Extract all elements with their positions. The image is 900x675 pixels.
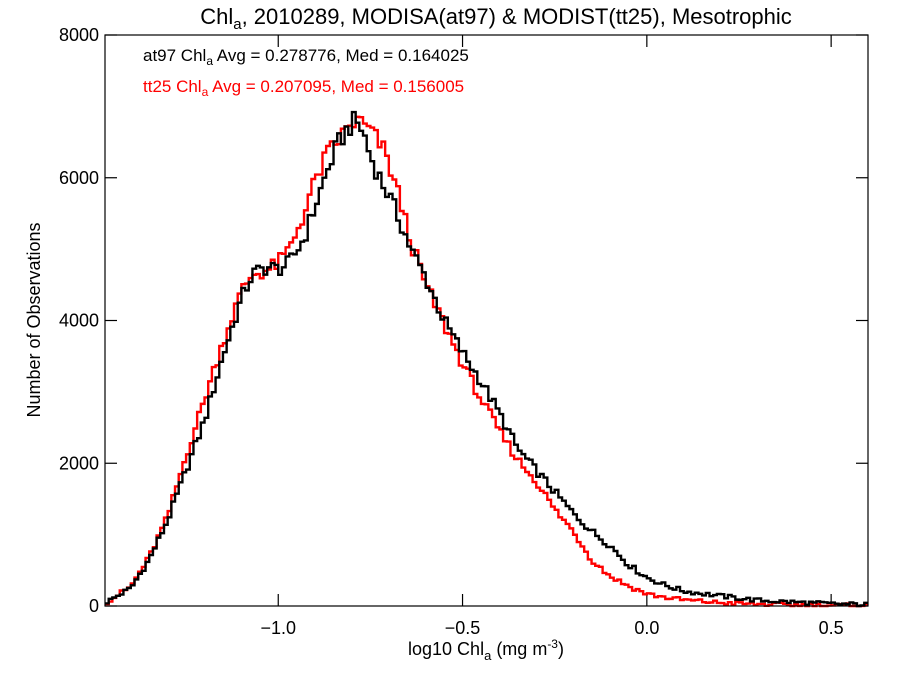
y-tick-label: 8000	[59, 25, 99, 45]
annotation-at97: at97 Chla Avg = 0.278776, Med = 0.164025	[143, 46, 469, 68]
series-layer	[105, 110, 868, 608]
x-tick-label: −0.5	[445, 618, 481, 638]
y-tick-label: 6000	[59, 168, 99, 188]
x-axis-label: log10 Chla (mg m-3)	[408, 637, 564, 663]
annotation-tt25: tt25 Chla Avg = 0.207095, Med = 0.156005	[143, 77, 464, 99]
plot-frame	[104, 34, 869, 607]
series-tt25-line	[105, 115, 868, 608]
x-tick-label: 0.0	[634, 618, 659, 638]
y-tick-label: 0	[89, 596, 99, 616]
x-tick-label: 0.5	[819, 618, 844, 638]
y-axis-label: Number of Observations	[24, 222, 44, 417]
chart-title: Chla, 2010289, MODISA(at97) & MODIST(tt2…	[200, 4, 792, 33]
y-tick-label: 2000	[59, 453, 99, 473]
axis-tick-labels: −1.0 −0.5 0.0 0.5 0 2000 4000 6000 8000	[59, 25, 844, 638]
y-tick-label: 4000	[59, 311, 99, 331]
series-at97-line	[105, 110, 868, 608]
x-tick-label: −1.0	[260, 618, 296, 638]
